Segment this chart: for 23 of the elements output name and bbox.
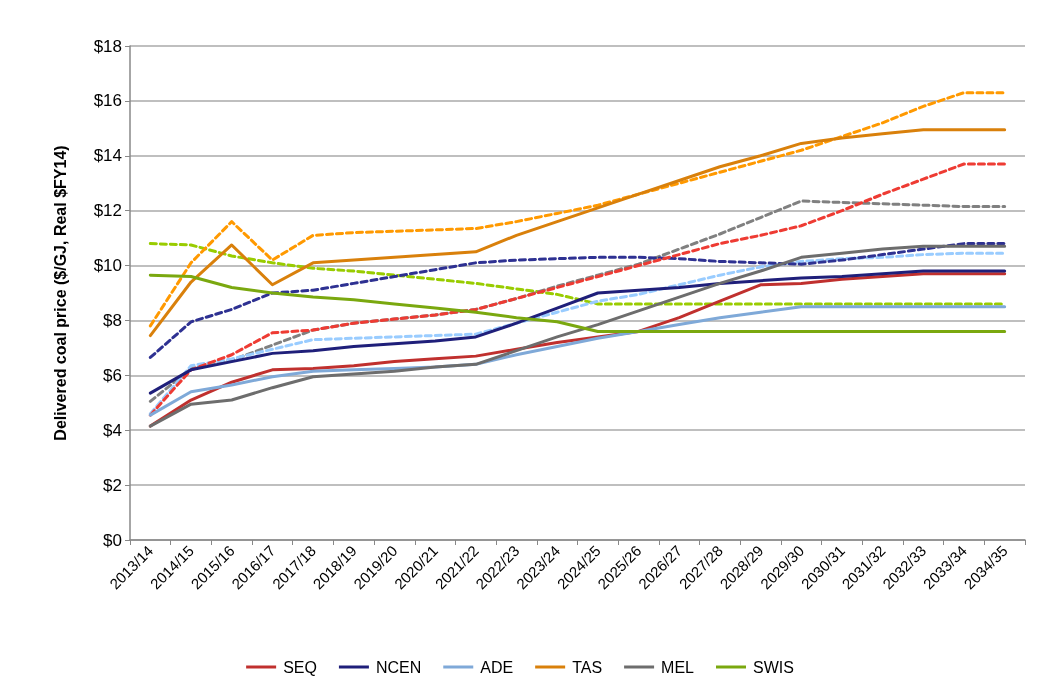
line-series [148, 199, 1007, 403]
y-tick-label: $4 [103, 420, 122, 440]
y-axis-title: Delivered coal price ($/GJ, Real $FY14) [51, 145, 69, 441]
legend-label: NCEN [375, 658, 422, 676]
y-tick-label: $2 [103, 475, 122, 495]
line-series [148, 128, 1007, 338]
legend-label: MEL [661, 658, 695, 676]
y-tick-label: $10 [93, 256, 122, 276]
y-tick-label: $14 [93, 146, 122, 166]
y-tick-label: $6 [103, 365, 122, 385]
y-tick-label: $18 [93, 36, 122, 56]
line-series [148, 91, 1007, 328]
line-series [148, 273, 1007, 333]
y-tick-label: $16 [93, 91, 122, 111]
line-series [148, 242, 1007, 359]
legend-label: SWIS [752, 658, 794, 676]
legend-label: ADE [480, 658, 514, 676]
y-tick-label: $12 [93, 201, 122, 221]
legend-label: SEQ [283, 658, 317, 676]
y-tick-label: $8 [103, 310, 122, 330]
y-tick-label: $0 [103, 530, 122, 550]
legend-label: TAS [572, 658, 603, 676]
line-series [148, 269, 1007, 395]
